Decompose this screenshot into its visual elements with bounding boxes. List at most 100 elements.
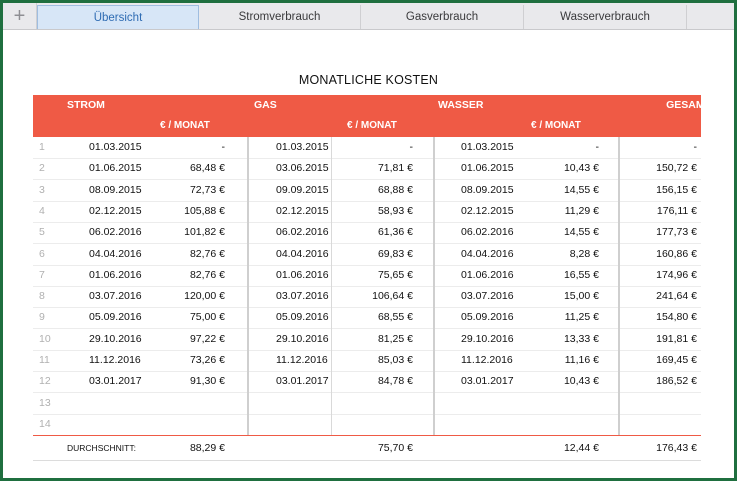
strom-date[interactable]: 03.01.2017 bbox=[89, 375, 142, 388]
gas-date[interactable]: 29.10.2016 bbox=[276, 332, 329, 345]
strom-value[interactable]: 82,76 € bbox=[189, 247, 225, 260]
strom-date[interactable]: 04.04.2016 bbox=[89, 247, 142, 260]
wasser-value[interactable]: 14,55 € bbox=[563, 226, 599, 239]
gesamt-value[interactable]: 186,52 € bbox=[656, 375, 697, 388]
wasser-date[interactable]: 01.06.2015 bbox=[461, 162, 514, 175]
gas-value[interactable]: 84,78 € bbox=[377, 375, 413, 388]
strom-date[interactable]: 02.12.2015 bbox=[89, 204, 142, 217]
gas-date[interactable]: 03.07.2016 bbox=[276, 290, 329, 303]
wasser-date[interactable]: 29.10.2016 bbox=[461, 332, 514, 345]
wasser-value[interactable]: - bbox=[595, 141, 600, 153]
wasser-value[interactable] bbox=[517, 393, 599, 414]
gesamt-value[interactable]: 176,11 € bbox=[656, 204, 697, 217]
subheader-strom[interactable]: € / MONAT bbox=[160, 120, 210, 131]
strom-value[interactable]: 72,73 € bbox=[189, 183, 225, 196]
gas-date[interactable]: 11.12.2016 bbox=[276, 354, 328, 366]
gas-date[interactable]: 03.06.2015 bbox=[276, 162, 329, 175]
gesamt-value[interactable]: - bbox=[693, 141, 698, 153]
gas-date[interactable]: 03.01.2017 bbox=[276, 375, 329, 388]
wasser-value[interactable]: 13,33 € bbox=[563, 332, 599, 345]
gas-value[interactable]: 71,81 € bbox=[377, 162, 413, 175]
tab-uebersicht[interactable]: Übersicht bbox=[37, 5, 199, 29]
gas-value[interactable]: 68,55 € bbox=[377, 311, 413, 324]
average-gas[interactable]: 75,70 € bbox=[377, 442, 413, 454]
wasser-value[interactable]: 15,00 € bbox=[563, 290, 599, 303]
gesamt-value[interactable]: 177,73 € bbox=[656, 226, 697, 239]
strom-date[interactable]: 11.12.2016 bbox=[89, 354, 141, 366]
header-wasser[interactable]: WASSER bbox=[438, 99, 484, 111]
gesamt-value[interactable]: 160,86 € bbox=[656, 247, 697, 260]
gas-value[interactable]: 68,88 € bbox=[377, 183, 413, 196]
gas-value[interactable] bbox=[331, 414, 413, 435]
wasser-value[interactable]: 11,25 € bbox=[564, 311, 599, 324]
strom-value[interactable] bbox=[143, 393, 225, 414]
gas-value[interactable]: 69,83 € bbox=[377, 247, 413, 260]
header-gas[interactable]: GAS bbox=[254, 99, 277, 111]
strom-value[interactable]: 91,30 € bbox=[189, 375, 225, 388]
gas-value[interactable]: 106,64 € bbox=[372, 290, 413, 303]
tab-gasverbrauch[interactable]: Gasverbrauch bbox=[361, 5, 524, 29]
gesamt-value[interactable]: 174,96 € bbox=[656, 268, 697, 281]
strom-date[interactable]: 01.06.2015 bbox=[89, 162, 142, 175]
gas-value[interactable]: 81,25 € bbox=[377, 332, 413, 345]
strom-date[interactable]: 03.07.2016 bbox=[89, 290, 142, 303]
gesamt-value[interactable]: 191,81 € bbox=[656, 332, 697, 345]
subheader-wasser[interactable]: € / MONAT bbox=[531, 120, 581, 131]
gesamt-value[interactable]: 156,15 € bbox=[656, 183, 697, 196]
wasser-value[interactable]: 8,28 € bbox=[569, 247, 599, 260]
wasser-value[interactable]: 14,55 € bbox=[563, 183, 599, 196]
wasser-date[interactable]: 04.04.2016 bbox=[461, 247, 514, 260]
tab-stromverbrauch[interactable]: Stromverbrauch bbox=[199, 5, 361, 29]
wasser-date[interactable]: 03.01.2017 bbox=[461, 375, 514, 388]
wasser-date[interactable]: 02.12.2015 bbox=[461, 204, 514, 217]
gesamt-value[interactable]: 169,45 € bbox=[656, 354, 697, 366]
gas-date[interactable]: 05.09.2016 bbox=[276, 311, 329, 324]
gas-value[interactable]: 75,65 € bbox=[377, 268, 413, 281]
gas-value[interactable] bbox=[331, 393, 413, 414]
gas-value[interactable]: - bbox=[409, 141, 414, 153]
average-wasser[interactable]: 12,44 € bbox=[563, 442, 599, 454]
wasser-value[interactable]: 11,29 € bbox=[564, 204, 599, 217]
gas-date[interactable]: 01.03.2015 bbox=[276, 141, 329, 153]
strom-date[interactable]: 08.09.2015 bbox=[89, 183, 142, 196]
strom-date[interactable]: 29.10.2016 bbox=[89, 332, 142, 345]
strom-value[interactable]: 105,88 € bbox=[184, 204, 225, 217]
gas-date[interactable]: 09.09.2015 bbox=[276, 183, 329, 196]
strom-value[interactable]: 82,76 € bbox=[189, 268, 225, 281]
gesamt-value[interactable] bbox=[613, 414, 697, 435]
strom-value[interactable]: 97,22 € bbox=[189, 332, 225, 345]
gesamt-value[interactable] bbox=[613, 393, 697, 414]
average-gesamt[interactable]: 176,43 € bbox=[656, 442, 697, 454]
wasser-date[interactable]: 01.03.2015 bbox=[461, 141, 514, 153]
strom-value[interactable]: 68,48 € bbox=[189, 162, 225, 175]
strom-date[interactable]: 01.06.2016 bbox=[89, 268, 142, 281]
add-sheet-button[interactable]: + bbox=[3, 3, 37, 29]
gas-date[interactable]: 02.12.2015 bbox=[276, 204, 329, 217]
gesamt-value[interactable]: 154,80 € bbox=[656, 311, 697, 324]
wasser-value[interactable]: 11,16 € bbox=[564, 354, 599, 366]
gesamt-value[interactable]: 241,64 € bbox=[656, 290, 697, 303]
wasser-date[interactable]: 03.07.2016 bbox=[461, 290, 514, 303]
wasser-date[interactable]: 05.09.2016 bbox=[461, 311, 514, 324]
strom-value[interactable]: 101,82 € bbox=[184, 226, 225, 239]
average-label[interactable]: DURCHSCHNITT: bbox=[67, 443, 136, 453]
strom-value[interactable]: - bbox=[221, 141, 226, 153]
strom-date[interactable]: 05.09.2016 bbox=[89, 311, 142, 324]
wasser-value[interactable]: 10,43 € bbox=[563, 162, 599, 175]
strom-value[interactable] bbox=[143, 414, 225, 435]
gas-date[interactable]: 01.06.2016 bbox=[276, 268, 329, 281]
wasser-date[interactable]: 11.12.2016 bbox=[461, 354, 513, 366]
gas-value[interactable]: 61,36 € bbox=[377, 226, 413, 239]
wasser-date[interactable]: 08.09.2015 bbox=[461, 183, 514, 196]
strom-date[interactable]: 06.02.2016 bbox=[89, 226, 142, 239]
subheader-gas[interactable]: € / MONAT bbox=[347, 120, 397, 131]
header-gesamt[interactable]: GESAMT bbox=[666, 99, 711, 111]
wasser-date[interactable]: 01.06.2016 bbox=[461, 268, 514, 281]
strom-value[interactable]: 120,00 € bbox=[184, 290, 225, 303]
wasser-value[interactable] bbox=[517, 414, 599, 435]
gesamt-value[interactable]: 150,72 € bbox=[656, 162, 697, 175]
strom-value[interactable]: 73,26 € bbox=[189, 354, 225, 366]
header-strom[interactable]: STROM bbox=[67, 99, 105, 111]
wasser-date[interactable]: 06.02.2016 bbox=[461, 226, 514, 239]
average-strom[interactable]: 88,29 € bbox=[189, 442, 225, 454]
